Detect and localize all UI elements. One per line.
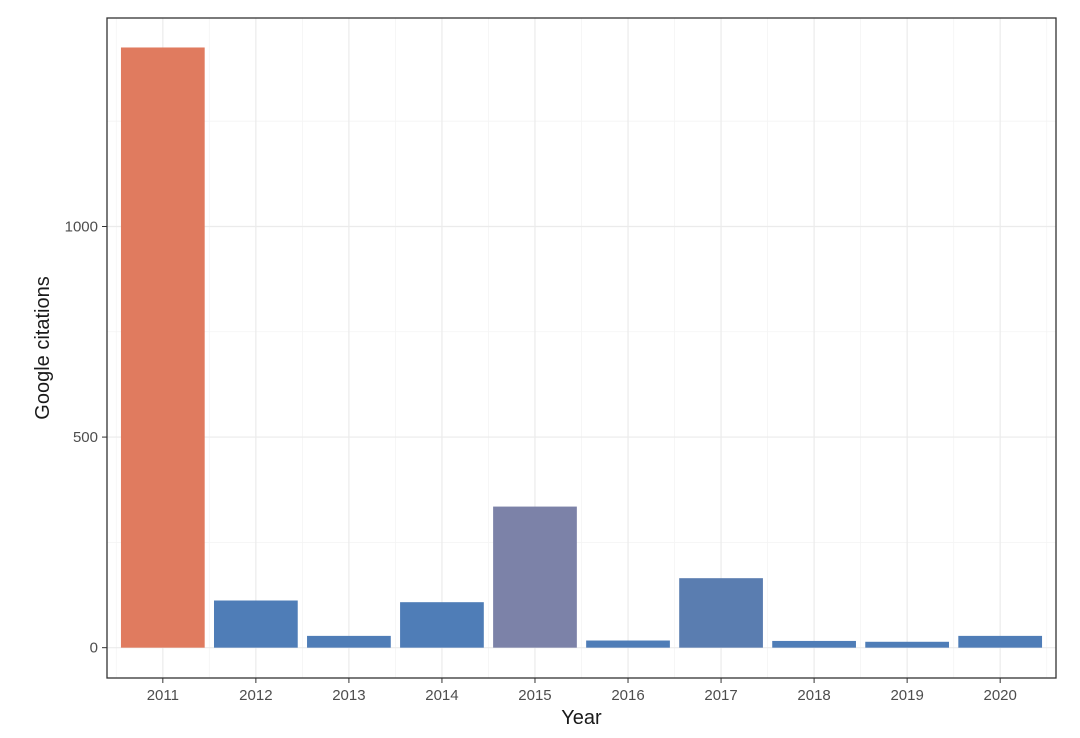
x-tick-label: 2016 [611,687,644,704]
y-axis: 0 500 1000 [65,218,107,657]
x-axis: 2011 2012 2013 2014 2015 2016 2017 2018 2019 2020 [147,678,1017,704]
bar-2012 [213,600,298,648]
bars-layer [120,47,1043,648]
x-tick-label: 2015 [518,687,551,704]
x-tick-label: 2012 [239,687,272,704]
x-tick-label: 2017 [704,687,737,704]
x-tick-label: 2014 [425,687,458,704]
x-tick-label: 2019 [890,687,923,704]
x-axis-title: Year [561,707,602,729]
grid-layer [107,18,1056,678]
bar-2013 [307,635,391,648]
x-tick-label: 2013 [332,687,365,704]
x-tick-label: 2020 [983,687,1016,704]
bar-2019 [865,641,950,648]
bar-2015 [493,506,577,648]
bar-2016 [586,640,670,648]
y-axis-title: Google citations [32,276,54,419]
bar-2011 [120,47,205,648]
x-tick-label: 2011 [147,687,179,704]
bar-2017 [679,578,763,648]
bar-2014 [400,602,484,648]
bar-2020 [958,635,1043,648]
bar-2018 [772,640,856,648]
y-tick-label: 0 [90,640,98,657]
y-tick-label: 500 [73,429,98,446]
x-tick-label: 2018 [797,687,830,704]
plot-panel-border [106,17,1057,679]
y-tick-label: 1000 [65,218,98,235]
